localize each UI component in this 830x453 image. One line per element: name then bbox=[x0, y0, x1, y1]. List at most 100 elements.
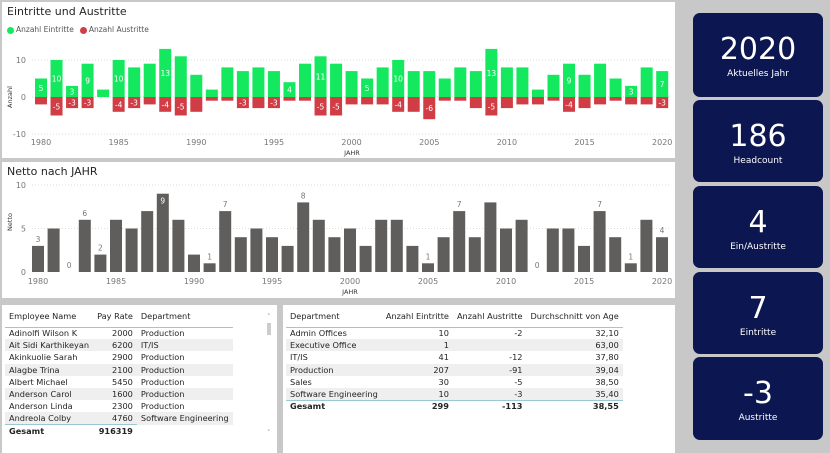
bar-austritte bbox=[81, 97, 94, 109]
y-tick-label: 5 bbox=[21, 225, 26, 234]
table-cell: 63,00 bbox=[526, 339, 623, 352]
bar-netto bbox=[250, 228, 263, 272]
bar-austritte bbox=[423, 97, 436, 120]
x-tick-label: 2015 bbox=[574, 277, 594, 286]
total-cell: Gesamt bbox=[286, 399, 382, 413]
employee-table: Employee Name Pay Rate Department Adinolfi … bbox=[5, 305, 233, 437]
column-header[interactable]: Department bbox=[286, 305, 382, 328]
bar-eintritte bbox=[330, 63, 343, 97]
bar-austritte bbox=[563, 97, 576, 112]
bar-eintritte bbox=[407, 71, 420, 97]
bar-netto bbox=[219, 211, 232, 272]
total-cell: -113 bbox=[452, 399, 527, 413]
table-row[interactable]: Alagbe Trina 2100 Production bbox=[5, 363, 233, 376]
table-row[interactable]: Executive Office 1 63,00 bbox=[286, 339, 623, 352]
chart-plot: 10 0 -10 Anzahl 5 10 -5 3 -3 9 -3 10 -4 -3 13 -4 -5 -3 -3 4… bbox=[6, 48, 672, 157]
bar-austritte bbox=[361, 97, 374, 105]
legend-item-eintritte[interactable]: Anzahl Eintritte bbox=[7, 25, 74, 34]
bar-eintritte bbox=[190, 74, 203, 97]
scroll-down-icon[interactable]: ˅ bbox=[267, 429, 271, 437]
table-row[interactable]: Akinkuolie Sarah 2900 Production bbox=[5, 351, 233, 363]
bar-austritte bbox=[128, 97, 141, 109]
table-cell: -91 bbox=[452, 363, 527, 376]
bar-eintritte bbox=[500, 67, 513, 97]
table-row[interactable]: Anderson Linda 2300 Production bbox=[5, 400, 233, 412]
table-cell: IT/IS bbox=[290, 352, 308, 363]
bar-netto bbox=[344, 228, 356, 272]
bar-netto bbox=[234, 237, 247, 272]
data-label: 7 bbox=[457, 200, 462, 209]
bar-eintritte bbox=[361, 78, 374, 97]
table-row[interactable]: Albert Michael 5450 Production bbox=[5, 376, 233, 388]
scrollbar[interactable]: ˄ ˅ bbox=[267, 313, 273, 443]
bar-eintritte bbox=[423, 71, 436, 97]
column-header[interactable]: Durchschnitt von Age bbox=[526, 305, 623, 328]
table-row[interactable]: Production 207 -91 39,04 bbox=[286, 363, 623, 376]
kpi-value: 4 bbox=[748, 205, 768, 240]
x-tick-label: 1980 bbox=[31, 138, 51, 147]
table-cell: -5 bbox=[514, 376, 523, 387]
bar-eintritte bbox=[438, 78, 451, 97]
table-cell: 1 bbox=[381, 339, 453, 352]
table-row[interactable]: Andreola Colby 4760 Software Engineering bbox=[5, 412, 233, 425]
x-tick-label: 2020 bbox=[652, 138, 672, 147]
kpi-card: 7 Eintritte bbox=[693, 272, 823, 354]
kpi-value: 186 bbox=[729, 119, 787, 154]
bar-netto bbox=[297, 202, 310, 272]
bar-austritte bbox=[531, 97, 544, 105]
bar-austritte bbox=[50, 97, 63, 116]
table-cell: Production bbox=[136, 363, 233, 376]
column-header[interactable]: Employee Name bbox=[5, 305, 94, 328]
table-cell: Anderson Linda bbox=[9, 401, 73, 412]
bar-eintritte bbox=[205, 89, 218, 97]
table-row[interactable]: Adinolfi Wilson K 2000 Production bbox=[5, 327, 233, 339]
bar-netto bbox=[406, 245, 419, 272]
total-cell: 299 bbox=[381, 399, 453, 413]
scroll-thumb[interactable] bbox=[267, 323, 271, 335]
data-label: -5 bbox=[177, 102, 185, 111]
bar-austritte bbox=[407, 97, 420, 112]
bar-austritte bbox=[205, 97, 218, 101]
table-row[interactable]: Sales 30 -5 38,50 bbox=[286, 376, 623, 388]
entries-exits-chart: Eintritte und Austritte Anzahl Eintritte… bbox=[2, 2, 675, 158]
bar-austritte bbox=[174, 97, 187, 116]
column-header[interactable]: Anzahl Austritte bbox=[452, 305, 527, 328]
bar-eintritte bbox=[469, 71, 482, 97]
bar-eintritte bbox=[252, 67, 265, 97]
bar-austritte bbox=[283, 97, 296, 101]
table-row[interactable]: IT/IS 41 -12 37,80 bbox=[286, 351, 623, 363]
total-cell: 38,55 bbox=[526, 399, 623, 413]
table-cell: Executive Office bbox=[286, 339, 382, 352]
data-label: 5 bbox=[39, 84, 44, 93]
bar-eintritte bbox=[547, 74, 560, 97]
kpi-label: Headcount bbox=[733, 156, 783, 166]
bar-eintritte bbox=[578, 74, 591, 97]
table-row[interactable]: Ait Sidi Karthikeyan 6200 IT/IS bbox=[5, 339, 233, 352]
legend-item-austritte[interactable]: Anzahl Austritte bbox=[79, 25, 149, 34]
table-cell bbox=[452, 339, 527, 352]
bar-eintritte bbox=[376, 67, 389, 97]
bar-austritte bbox=[143, 97, 156, 105]
scroll-up-icon[interactable]: ˄ bbox=[267, 313, 271, 321]
data-label: -4 bbox=[565, 100, 573, 109]
kpi-value: -3 bbox=[743, 376, 773, 411]
data-label: 7 bbox=[660, 80, 665, 89]
bar-eintritte bbox=[97, 89, 110, 97]
bar-austritte bbox=[299, 97, 312, 101]
bar-eintritte bbox=[640, 67, 653, 97]
column-header[interactable]: Department bbox=[136, 305, 233, 328]
column-header[interactable]: Pay Rate bbox=[93, 305, 137, 328]
bar-eintritte bbox=[236, 71, 249, 97]
column-header[interactable]: Anzahl Eintritte bbox=[381, 305, 453, 328]
bar-netto bbox=[281, 245, 294, 272]
data-label: 4 bbox=[287, 86, 292, 95]
table-row[interactable]: Software Engineering 10 -3 35,40 bbox=[286, 387, 623, 401]
bar-netto bbox=[328, 237, 341, 272]
table-row[interactable]: Anderson Carol 1600 Production bbox=[5, 387, 233, 401]
table-cell: Andreola Colby bbox=[5, 412, 94, 425]
table-row[interactable]: Admin Offices 10 -2 32,10 bbox=[286, 327, 623, 339]
table-cell: Software Engineering bbox=[286, 387, 382, 401]
bar-netto bbox=[125, 228, 138, 272]
bar-netto bbox=[312, 219, 325, 272]
data-label: -3 bbox=[130, 99, 138, 108]
